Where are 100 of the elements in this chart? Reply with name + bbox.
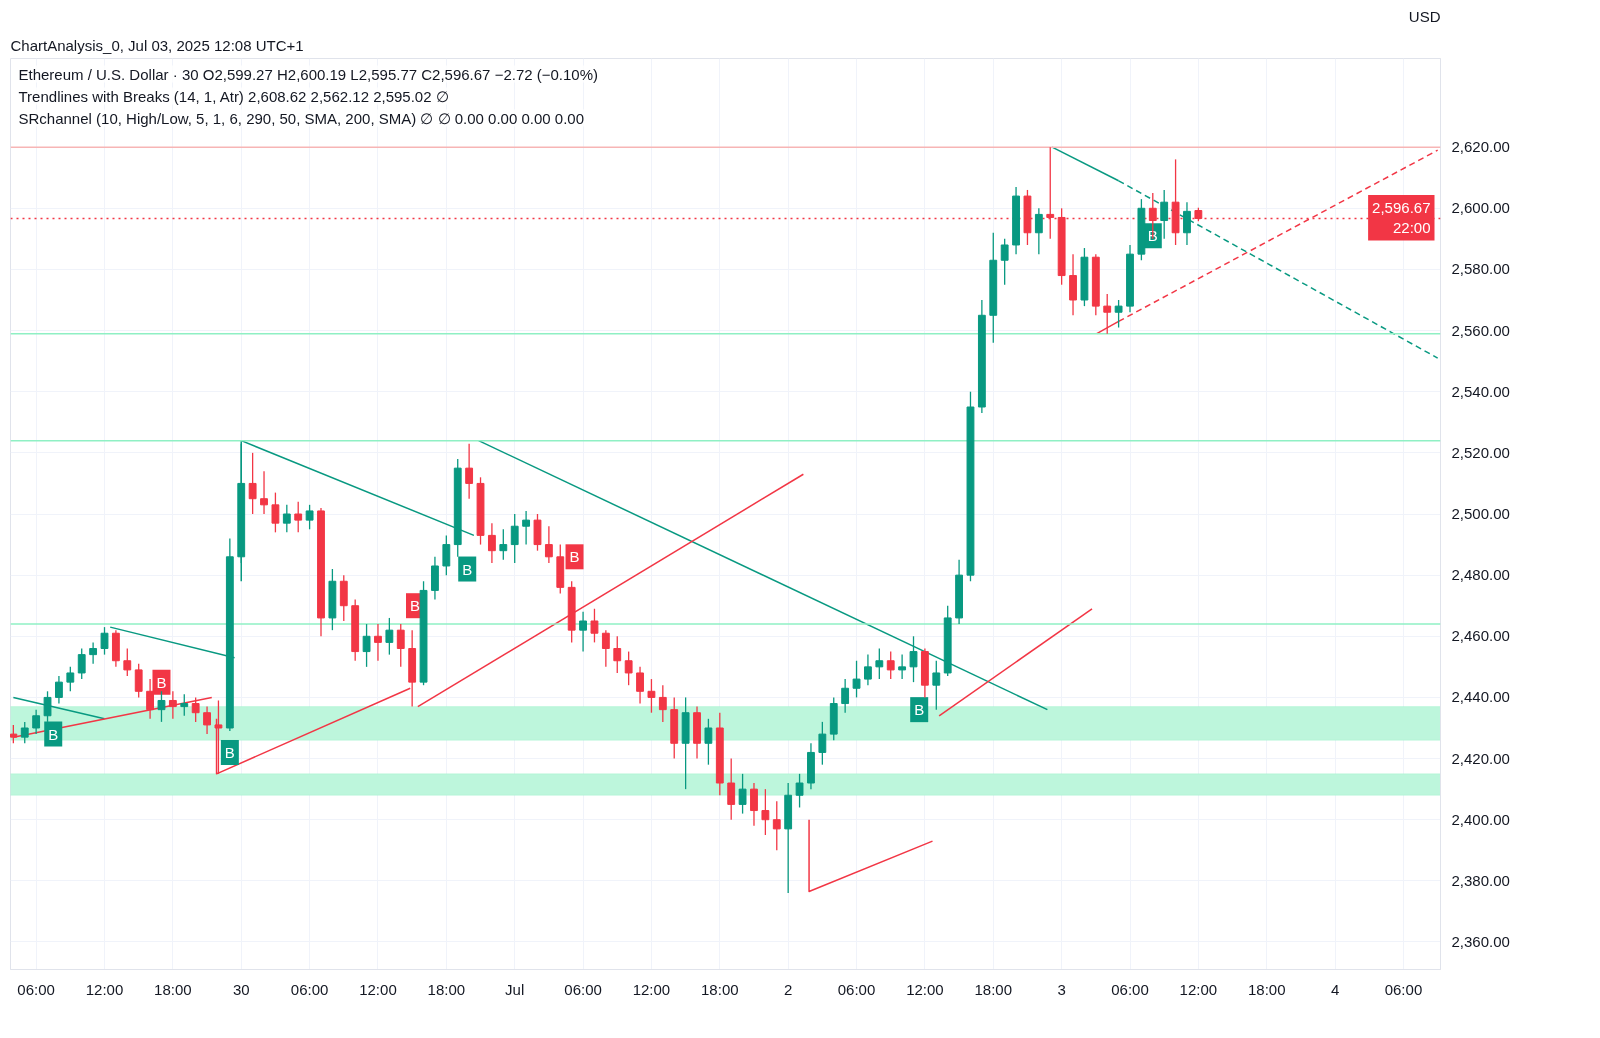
candlestick [385,617,394,656]
candlestick [875,647,884,680]
candlestick [772,800,781,851]
candlestick [522,510,531,546]
candlestick [613,635,622,674]
candlestick [544,525,553,564]
candlestick [1160,189,1169,240]
annotation: B [48,725,59,743]
candlestick [601,629,610,668]
candlestick [66,666,75,692]
x-tick-label: 18:00 [154,980,192,998]
candlestick [864,653,872,686]
candlestick [271,491,280,533]
x-tick-label: 30 [232,980,250,998]
y-tick-label: 2,620.00 [1451,138,1510,156]
candlestick [841,678,850,714]
candlestick [55,675,63,705]
candlestick [795,773,804,809]
candlestick [932,660,941,711]
annotation: B [1147,227,1158,245]
candlestick [658,684,667,723]
candlestick [624,650,633,686]
y-tick-label: 2,480.00 [1451,566,1510,584]
candlestick [77,647,86,680]
annotation: Ethereum / U.S. Dollar · 30 O2,599.27 H2,600.19 L2,595.77 C2,596.67 −2.72 (−0.10%) [18,65,599,83]
x-tick-label: 12:00 [359,980,397,998]
candlestick [180,693,189,717]
candlestick [396,623,405,668]
annotation: B [156,673,167,691]
candlestick [499,528,508,561]
y-tick-label: 2,540.00 [1451,382,1510,400]
candlestick [442,534,451,576]
x-tick-label: Jul [505,980,525,998]
annotation: B [569,548,580,566]
candlestick [203,705,211,735]
x-tick-label: 12:00 [1179,980,1218,998]
x-tick-label: 06:00 [564,980,602,998]
chart-title: ChartAnalysis_0, Jul 03, 2025 12:08 UTC+1 [10,36,304,54]
candlestick [886,650,895,680]
candlestick [248,452,257,515]
annotation: SRchannel (10, High/Low, 5, 1, 6, 290, 50, SMA, 200, SMA) ∅ ∅ 0.00 0.00 0.00 0.00 [18,109,585,127]
candlestick [260,470,268,515]
x-tick-label: 2 [784,980,793,998]
candlestick [362,623,371,668]
y-tick-label: 2,460.00 [1451,627,1510,645]
candlestick [750,782,758,827]
candlestick [590,608,599,644]
x-tick-label: 12:00 [632,980,671,998]
ref-line-label: 2,596.67 22:00 [1372,199,1431,237]
y-tick-label: 2,420.00 [1451,749,1510,767]
y-tick-label: 2,560.00 [1451,321,1510,339]
y-tick-label: 2,520.00 [1451,443,1510,461]
candlestick [761,788,770,836]
annotation: B [224,743,235,761]
x-tick-label: 4 [1330,980,1340,998]
annotation: B [410,597,421,615]
x-tick-label: 3 [1057,980,1066,998]
x-tick-label: 18:00 [427,980,466,998]
candlestick [89,641,98,665]
candlestick [294,501,303,533]
y-tick-label: 2,600.00 [1451,199,1510,217]
y-tick-label: 2,380.00 [1451,871,1510,889]
candlestick [738,773,747,815]
y-tick-label: 2,440.00 [1451,688,1510,706]
candlestick [818,721,827,766]
candlestick [636,666,644,705]
candlestick [305,504,314,530]
candlestick [374,623,382,662]
candlestick [157,690,166,723]
candlestick [282,504,291,533]
y-tick-label: 2,500.00 [1451,505,1510,522]
x-tick-label: 06:00 [1384,980,1423,998]
y-tick-label: 2,580.00 [1451,260,1510,278]
x-tick-label: 12:00 [906,980,944,998]
candlestick [909,635,918,683]
candlestick [1000,238,1009,286]
x-tick-label: 06:00 [1111,980,1149,998]
x-tick-label: 06:00 [837,980,876,998]
candlestick [1114,299,1123,329]
x-tick-label: 18:00 [974,980,1013,998]
candlestick [134,663,143,699]
x-tick-label: 06:00 [290,980,329,998]
candlestick [647,678,656,714]
candlestick [1183,201,1191,246]
candlestick [32,709,41,735]
candlestick [488,522,496,564]
y-axis-title: USD [1408,7,1441,25]
candlestick [123,647,132,677]
x-tick-label: 12:00 [85,980,124,998]
annotation: Trendlines with Breaks (14, 1, Atr) 2,608.62 2,562.12 2,595.02 ∅ [18,87,449,105]
candlestick [727,757,736,821]
candlestick [20,721,29,744]
y-tick-label: 2,360.00 [1451,932,1510,950]
candlestick [510,513,519,564]
candlestick [898,653,907,680]
y-tick-label: 2,400.00 [1451,810,1510,828]
x-tick-label: 06:00 [17,980,55,998]
annotation: B [914,701,925,719]
x-tick-label: 18:00 [701,980,739,998]
annotation: B [462,560,473,578]
